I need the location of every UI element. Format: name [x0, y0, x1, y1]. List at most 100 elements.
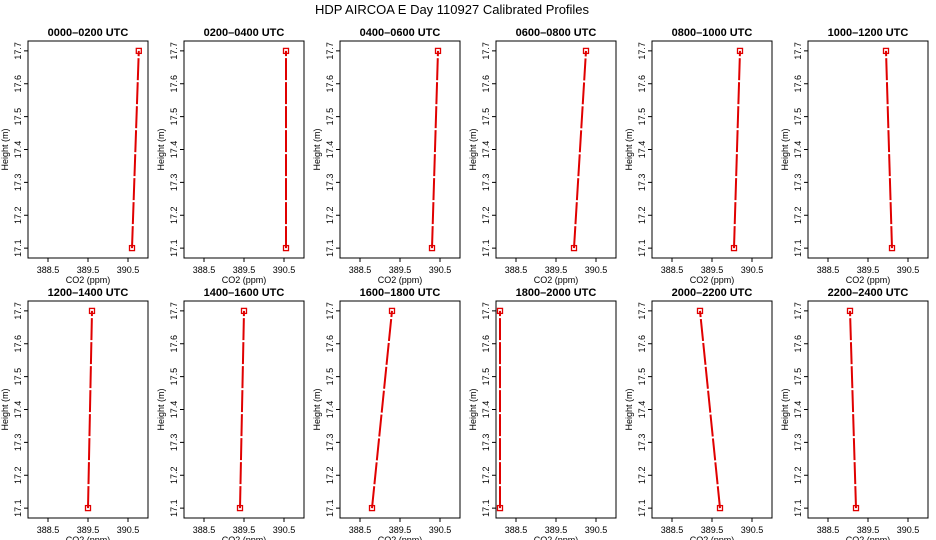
panel-title: 0800–1000 UTC [672, 27, 753, 39]
y-tick-label: 17.7 [637, 42, 647, 60]
y-tick-label: 17.3 [637, 174, 647, 192]
y-tick-label: 17.5 [325, 368, 335, 386]
y-tick-label: 17.2 [637, 466, 647, 484]
profile-line [431, 50, 439, 249]
y-tick-label: 17.2 [637, 206, 647, 224]
y-axis-label: Height (m) [312, 128, 322, 170]
data-point [716, 504, 724, 512]
profile-line [733, 50, 741, 249]
y-tick-label: 17.7 [481, 42, 491, 60]
x-axis-label: CO2 (ppm) [534, 535, 579, 540]
profile-line [87, 310, 93, 509]
y-axis-label: Height (m) [624, 388, 634, 430]
data-point [240, 307, 248, 315]
plot-frame [339, 40, 461, 259]
x-axis-label: CO2 (ppm) [66, 275, 111, 285]
data-point [128, 244, 136, 252]
x-axis-label: CO2 (ppm) [846, 275, 891, 285]
x-tick-label: 389.5 [701, 525, 724, 535]
data-point [236, 504, 244, 512]
panel-1: 0200–0400 UTC 388.5 389.5 390.5 17.1 17.2 17.3… [156, 27, 305, 285]
panel-title: 1200–1400 UTC [48, 287, 129, 299]
y-tick-label: 17.6 [169, 335, 179, 353]
y-tick-label: 17.1 [793, 239, 803, 257]
x-tick-label: 389.5 [857, 525, 880, 535]
y-tick-label: 17.1 [169, 239, 179, 257]
y-tick-label: 17.5 [325, 108, 335, 126]
y-tick-label: 17.4 [13, 401, 23, 419]
panel-2: 0400–0600 UTC 388.5 389.5 390.5 17.1 17.2 17.3… [312, 27, 461, 285]
y-tick-label: 17.4 [481, 401, 491, 419]
panel-10: 2000–2200 UTC 388.5 389.5 390.5 17.1 17.2 17.3… [624, 287, 773, 540]
x-tick-label: 389.5 [857, 265, 880, 275]
y-axis-label: Height (m) [312, 388, 322, 430]
x-tick-label: 388.5 [193, 265, 216, 275]
y-tick-label: 17.1 [169, 499, 179, 517]
y-tick-label: 17.5 [169, 108, 179, 126]
x-axis-label: CO2 (ppm) [66, 535, 111, 540]
x-tick-label: 390.5 [585, 265, 608, 275]
x-tick-label: 390.5 [273, 265, 296, 275]
y-tick-label: 17.6 [793, 335, 803, 353]
panel-title: 2000–2200 UTC [672, 287, 753, 299]
x-tick-label: 390.5 [273, 525, 296, 535]
y-tick-label: 17.3 [793, 434, 803, 452]
panel-8: 1600–1800 UTC 388.5 389.5 390.5 17.1 17.2 17.3… [312, 287, 461, 540]
y-tick-label: 17.3 [481, 174, 491, 192]
y-axis-label: Height (m) [156, 128, 166, 170]
panel-5: 1000–1200 UTC 388.5 389.5 390.5 17.1 17.2 17.3… [780, 27, 929, 285]
y-tick-label: 17.1 [481, 239, 491, 257]
profile-line [885, 50, 893, 249]
y-tick-label: 17.6 [169, 75, 179, 93]
data-point [282, 47, 290, 55]
x-tick-label: 388.5 [661, 525, 684, 535]
y-tick-label: 17.3 [169, 174, 179, 192]
x-tick-label: 390.5 [429, 525, 452, 535]
y-tick-label: 17.2 [481, 206, 491, 224]
x-axis-label: CO2 (ppm) [534, 275, 579, 285]
y-tick-label: 17.3 [637, 434, 647, 452]
x-axis-label: CO2 (ppm) [378, 275, 423, 285]
x-tick-label: 389.5 [77, 525, 100, 535]
x-axis-label: CO2 (ppm) [378, 535, 423, 540]
x-tick-label: 389.5 [545, 265, 568, 275]
data-point [368, 504, 376, 512]
panel-title: 1800–2000 UTC [516, 287, 597, 299]
y-tick-label: 17.1 [481, 499, 491, 517]
y-tick-label: 17.2 [169, 206, 179, 224]
data-point [496, 504, 504, 512]
x-tick-label: 388.5 [349, 265, 372, 275]
y-tick-label: 17.6 [637, 335, 647, 353]
data-point [570, 244, 578, 252]
x-axis-label: CO2 (ppm) [222, 275, 267, 285]
y-tick-label: 17.4 [637, 141, 647, 159]
y-tick-label: 17.7 [13, 42, 23, 60]
x-tick-label: 389.5 [77, 265, 100, 275]
panel-9: 1800–2000 UTC 388.5 389.5 390.5 17.1 17.2 17.3… [468, 287, 617, 540]
y-axis-label: Height (m) [156, 388, 166, 430]
x-axis-label: CO2 (ppm) [690, 275, 735, 285]
plot-frame [27, 300, 149, 519]
y-tick-label: 17.5 [13, 368, 23, 386]
y-tick-label: 17.7 [637, 302, 647, 320]
y-tick-label: 17.6 [13, 75, 23, 93]
profile-line [239, 310, 245, 509]
y-tick-label: 17.7 [13, 302, 23, 320]
y-tick-label: 17.7 [481, 302, 491, 320]
y-axis-label: Height (m) [624, 128, 634, 170]
y-tick-label: 17.5 [637, 108, 647, 126]
y-tick-label: 17.7 [793, 302, 803, 320]
y-tick-label: 17.2 [169, 466, 179, 484]
y-axis-label: Height (m) [0, 128, 10, 170]
panel-4: 0800–1000 UTC 388.5 389.5 390.5 17.1 17.2 17.3… [624, 27, 773, 285]
y-tick-label: 17.2 [793, 466, 803, 484]
y-tick-label: 17.7 [169, 42, 179, 60]
x-axis-label: CO2 (ppm) [846, 535, 891, 540]
data-point [428, 244, 436, 252]
panel-title: 0000–0200 UTC [48, 27, 129, 39]
profile-line [371, 310, 393, 509]
panel-0: 0000–0200 UTC 388.5 389.5 390.5 17.1 17.2 17.3… [0, 27, 149, 285]
y-tick-label: 17.7 [169, 302, 179, 320]
x-tick-label: 388.5 [349, 525, 372, 535]
data-point [882, 47, 890, 55]
